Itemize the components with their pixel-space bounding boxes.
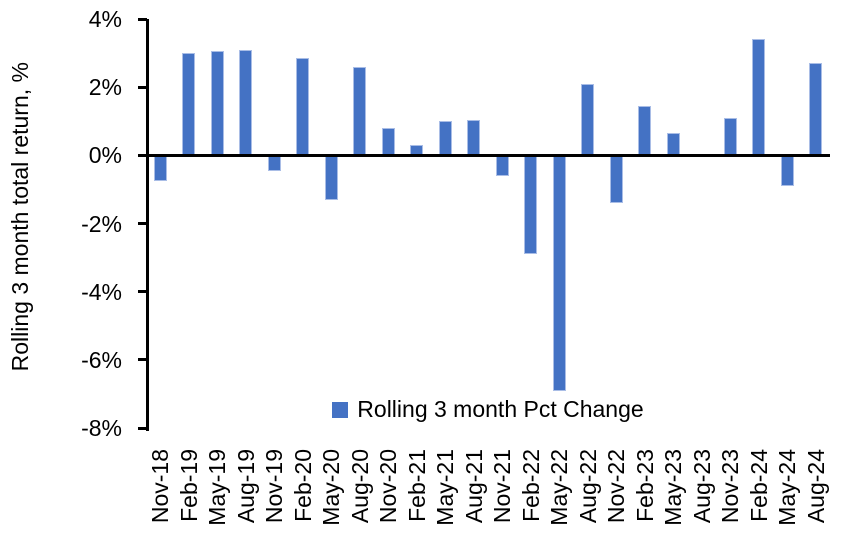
bar-nov-22 bbox=[609, 155, 623, 204]
legend: Rolling 3 month Pct Change bbox=[146, 396, 830, 423]
y-tick-label: 4% bbox=[88, 6, 122, 32]
x-tick-label: May-22 bbox=[546, 449, 573, 526]
x-tick-label: Aug-20 bbox=[346, 449, 373, 524]
bar-aug-21 bbox=[467, 119, 481, 156]
y-tick-mark bbox=[138, 85, 147, 89]
bar-may-24 bbox=[780, 155, 794, 186]
x-tick-label: May-23 bbox=[660, 449, 687, 526]
bar-feb-23 bbox=[638, 105, 652, 156]
zero-axis-line bbox=[146, 153, 830, 157]
y-tick-mark bbox=[138, 222, 147, 225]
bar-nov-23 bbox=[723, 117, 737, 156]
bar-aug-24 bbox=[809, 63, 823, 156]
x-tick-label: Feb-21 bbox=[403, 449, 430, 522]
x-tick-label: Feb-19 bbox=[175, 449, 202, 522]
x-tick-label: Aug-24 bbox=[802, 449, 829, 524]
y-tick-mark bbox=[138, 290, 147, 294]
bar-may-22 bbox=[552, 155, 566, 391]
bar-may-20 bbox=[324, 155, 338, 200]
y-tick-label: -2% bbox=[81, 210, 122, 237]
legend-swatch-icon bbox=[332, 401, 349, 418]
bar-nov-21 bbox=[495, 155, 509, 176]
bar-may-21 bbox=[438, 121, 452, 156]
x-tick-label: May-24 bbox=[774, 449, 801, 526]
y-tick-label: 2% bbox=[88, 74, 122, 101]
x-tick-label: Aug-19 bbox=[232, 449, 259, 524]
x-tick-label: Feb-20 bbox=[289, 449, 316, 522]
y-tick-mark bbox=[138, 426, 147, 430]
bar-nov-20 bbox=[381, 128, 395, 156]
x-tick-label: Feb-22 bbox=[517, 449, 544, 522]
x-tick-label: Feb-23 bbox=[631, 449, 658, 522]
y-tick-mark bbox=[138, 153, 147, 157]
bar-feb-20 bbox=[296, 58, 310, 156]
x-tick-label: Aug-21 bbox=[460, 449, 487, 524]
y-tick-label: -6% bbox=[81, 346, 122, 373]
y-tick-label: 0% bbox=[88, 142, 122, 169]
x-tick-label: Nov-21 bbox=[489, 449, 516, 524]
bar-aug-22 bbox=[581, 83, 595, 156]
bar-aug-20 bbox=[353, 66, 367, 156]
bar-may-23 bbox=[666, 133, 680, 156]
bar-nov-19 bbox=[267, 155, 281, 171]
legend-label: Rolling 3 month Pct Change bbox=[357, 396, 644, 422]
y-tick-mark bbox=[138, 17, 147, 21]
bar-feb-19 bbox=[182, 53, 196, 156]
y-tick-label: -8% bbox=[81, 415, 122, 441]
x-tick-label: Nov-18 bbox=[147, 449, 174, 524]
x-tick-label: Feb-24 bbox=[745, 449, 772, 522]
x-tick-label: Nov-22 bbox=[603, 449, 630, 524]
bar-feb-22 bbox=[524, 155, 538, 255]
x-tick-label: Nov-19 bbox=[261, 449, 288, 524]
bar-nov-18 bbox=[153, 155, 167, 181]
x-tick-label: Nov-23 bbox=[717, 449, 744, 524]
bar-aug-19 bbox=[239, 49, 253, 156]
x-tick-label: Aug-23 bbox=[688, 449, 715, 524]
y-tick-label: -4% bbox=[81, 278, 122, 305]
bar-feb-24 bbox=[752, 39, 766, 156]
bar-may-19 bbox=[210, 51, 224, 156]
y-tick-mark bbox=[138, 358, 147, 362]
x-tick-label: May-21 bbox=[432, 449, 459, 526]
x-tick-label: Aug-22 bbox=[574, 449, 601, 524]
y-axis-line bbox=[146, 19, 149, 431]
x-tick-label: May-19 bbox=[204, 449, 231, 526]
x-tick-label: May-20 bbox=[318, 449, 345, 526]
x-tick-label: Nov-20 bbox=[375, 449, 402, 524]
